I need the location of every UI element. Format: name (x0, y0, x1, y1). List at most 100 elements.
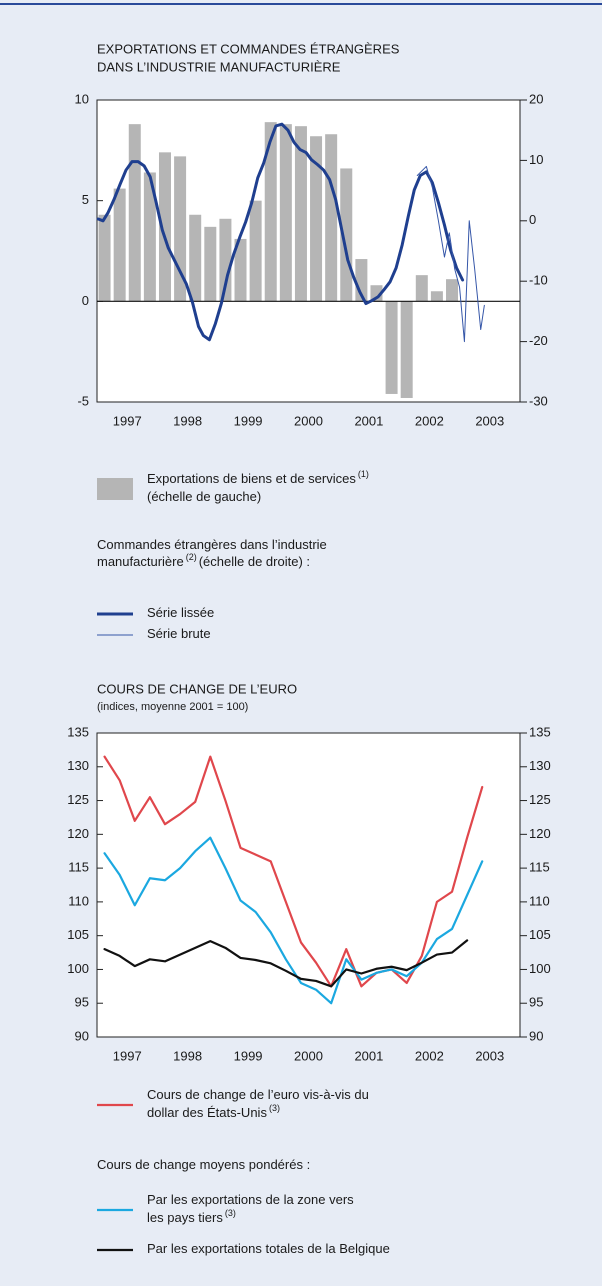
y2-tick-label: -30 (529, 393, 548, 408)
bar (310, 136, 323, 302)
y-tick-label: 95 (75, 995, 89, 1010)
x-tick-label: 1998 (173, 1048, 202, 1063)
y-tick-label: 5 (82, 192, 89, 207)
bar (128, 124, 141, 302)
x-tick-label: 1997 (113, 1048, 142, 1063)
x-tick-label: 1998 (173, 413, 202, 428)
y-tick-label: 135 (67, 724, 89, 739)
legend-label: Cours de change de l’euro vis-à-vis du (147, 1087, 369, 1102)
y-tick-label: 100 (67, 961, 89, 976)
legend-label: Par les exportations de la zone vers (147, 1192, 354, 1207)
text-part: Cours de change de l’euro vis-à-vis du (147, 1087, 369, 1102)
superscript-note: (2) (186, 552, 197, 562)
y-tick-label: 10 (75, 91, 89, 106)
plot-area (96, 732, 521, 1038)
text-part: Exportations de biens et de services (147, 471, 356, 486)
text-part: Cours de change moyens pondérés : (97, 1157, 310, 1172)
chart-title: COURS DE CHANGE DE L’EURO (97, 681, 297, 696)
bar (98, 214, 111, 302)
superscript-note: (3) (225, 1208, 236, 1218)
superscript-note: (1) (358, 469, 369, 479)
text-part: Série brute (147, 626, 211, 641)
y2-tick-label: 10 (529, 152, 543, 167)
y-right-tick-label: 100 (529, 961, 551, 976)
x-tick-label: 1999 (234, 413, 263, 428)
bar (385, 301, 398, 394)
text-part: Par les exportations totales de la Belgi… (147, 1241, 390, 1256)
legend-heading: Cours de change moyens pondérés : (97, 1157, 310, 1172)
y-right-tick-label: 90 (529, 1028, 543, 1043)
bar (113, 188, 126, 302)
line-series (103, 939, 469, 988)
legend-swatch (97, 478, 133, 500)
bar (264, 122, 277, 302)
x-tick-label: 2000 (294, 413, 323, 428)
x-tick-label: 2002 (415, 413, 444, 428)
legend-label: Série lissée (147, 605, 214, 620)
bar (294, 126, 307, 302)
bar (446, 279, 459, 302)
x-tick-label: 2002 (415, 1048, 444, 1063)
legend-label: (échelle de gauche) (147, 489, 261, 504)
bar (189, 214, 202, 302)
y-tick-label: 110 (68, 893, 89, 908)
bar (415, 275, 428, 302)
chart-title: DANS L’INDUSTRIE MANUFACTURIÈRE (97, 59, 341, 74)
text-part: manufacturière (97, 554, 184, 569)
x-tick-label: 1997 (113, 413, 142, 428)
text-part: les pays tiers (147, 1210, 223, 1225)
bar (219, 218, 232, 302)
y-tick-label: 105 (67, 927, 89, 942)
x-tick-label: 2001 (354, 413, 383, 428)
bar (143, 172, 156, 302)
y-tick-label: 120 (67, 826, 89, 841)
line-series (416, 165, 485, 343)
text-part: Par les exportations de la zone vers (147, 1192, 354, 1207)
y-right-tick-label: 110 (529, 893, 550, 908)
top-rule (0, 3, 602, 5)
y-tick-label: 130 (67, 758, 89, 773)
y-right-tick-label: 95 (529, 995, 543, 1010)
y-right-tick-label: 115 (529, 860, 550, 875)
y-right-tick-label: 130 (529, 758, 551, 773)
y-tick-label: 0 (82, 293, 89, 308)
bar (279, 124, 292, 302)
bar (158, 152, 171, 302)
bar (234, 238, 247, 302)
bar (430, 291, 443, 302)
x-tick-label: 1999 (234, 1048, 263, 1063)
y-tick-label: 125 (67, 792, 89, 807)
legend-heading: manufacturière (2) (échelle de droite) : (97, 552, 310, 569)
bar (204, 226, 217, 302)
legend-label: Série brute (147, 626, 211, 641)
x-tick-label: 2000 (294, 1048, 323, 1063)
x-tick-label: 2001 (354, 1048, 383, 1063)
legend-label: Par les exportations totales de la Belgi… (147, 1241, 390, 1256)
y-right-tick-label: 105 (529, 927, 551, 942)
superscript-note: (3) (269, 1103, 280, 1113)
x-tick-label: 2003 (475, 413, 504, 428)
legend-label: Exportations de biens et de services (1) (147, 469, 369, 486)
legend-heading: Commandes étrangères dans l’industrie (97, 537, 327, 552)
y2-tick-label: 0 (529, 212, 536, 227)
y-tick-label: 90 (75, 1028, 89, 1043)
legend-label: dollar des États-Unis (3) (147, 1103, 280, 1120)
y-tick-label: -5 (77, 393, 89, 408)
y2-tick-label: 20 (529, 91, 543, 106)
y-right-tick-label: 135 (529, 724, 551, 739)
y-tick-label: 115 (68, 860, 89, 875)
x-tick-label: 2003 (475, 1048, 504, 1063)
chart-title: EXPORTATIONS ET COMMANDES ÉTRANGÈRES (97, 41, 400, 56)
y2-tick-label: -20 (529, 333, 548, 348)
chart-subtitle: (indices, moyenne 2001 = 100) (97, 701, 248, 713)
bar (249, 200, 262, 302)
bar (400, 301, 413, 398)
bar (325, 134, 338, 302)
y-right-tick-label: 120 (529, 826, 551, 841)
line-series (96, 122, 465, 342)
text-part: (échelle de droite) : (199, 554, 310, 569)
text-part: Série lissée (147, 605, 214, 620)
